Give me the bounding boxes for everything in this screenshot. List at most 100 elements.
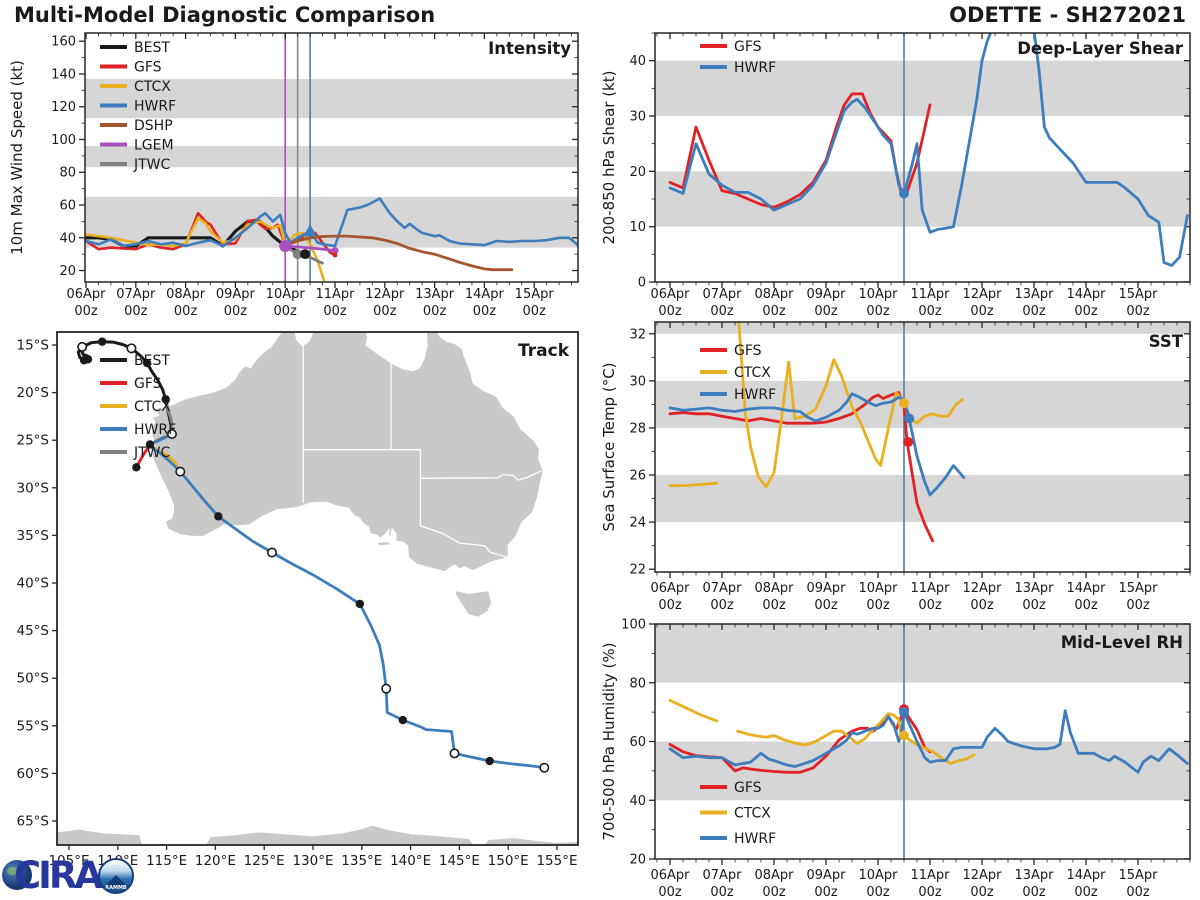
x-tick-label: 08Apr <box>166 287 206 302</box>
track-fix-open <box>449 748 460 759</box>
x-tick-label: 11Apr <box>910 868 950 883</box>
state-border <box>420 525 509 558</box>
antarctica-landmass <box>484 838 578 845</box>
x-tick-label: 08Apr <box>754 581 794 596</box>
y-tick-label: 28 <box>629 421 646 436</box>
x-tick-label: 15Apr <box>515 287 555 302</box>
track-fix-filled <box>485 756 494 766</box>
hwrf-series <box>668 709 1189 774</box>
marker-dot <box>300 249 311 260</box>
x-tick-hour-label: 00z <box>224 304 248 319</box>
y-tick-label: 20 <box>59 264 76 279</box>
lon-tick-label: 130°E <box>292 853 333 869</box>
x-tick-label: 15Apr <box>1118 581 1158 596</box>
australia-landmass <box>150 332 544 573</box>
marker-dot <box>332 252 338 258</box>
legend-label-best: BEST <box>134 40 170 56</box>
jtwc-track <box>162 396 174 436</box>
ctcx-a-series <box>668 481 719 487</box>
x-tick-hour-label: 00z <box>658 598 682 613</box>
marker-dot <box>899 188 909 199</box>
lat-tick-label: 55°S <box>17 718 50 734</box>
legend-label-dshp: DSHP <box>134 118 173 134</box>
track-fix-filled <box>214 512 223 521</box>
x-tick-hour-label: 00z <box>174 304 198 319</box>
x-tick-hour-label: 00z <box>866 598 890 613</box>
x-tick-label: 06Apr <box>650 581 690 596</box>
rammb-mountain-icon <box>103 875 129 888</box>
lat-tick-label: 15°S <box>17 338 50 354</box>
x-tick-hour-label: 00z <box>1022 885 1046 900</box>
x-tick-hour-label: 00z <box>814 304 838 319</box>
x-tick-label: 12Apr <box>962 868 1002 883</box>
x-tick-hour-label: 00z <box>710 885 734 900</box>
legend-label-lgem: LGEM <box>134 138 174 154</box>
y-tick-label: 24 <box>629 516 646 531</box>
marker-dot <box>292 249 303 260</box>
y-tick-label: 30 <box>629 374 646 389</box>
y-tick-label: 160 <box>51 35 76 50</box>
category-band <box>655 60 1190 116</box>
x-tick-label: 08Apr <box>754 868 794 883</box>
category-band <box>85 78 578 119</box>
x-tick-hour-label: 00z <box>814 885 838 900</box>
x-tick-label: 14Apr <box>1066 868 1106 883</box>
category-band <box>85 196 578 248</box>
x-tick-label: 07Apr <box>702 581 742 596</box>
x-tick-label: 10Apr <box>858 287 898 302</box>
y-tick-label: 60 <box>629 735 646 750</box>
y-tick-label: 10 <box>629 220 646 235</box>
legend-label-ctcx: CTCX <box>134 79 171 95</box>
panel-title: Deep-Layer Shear <box>1017 39 1184 58</box>
lon-tick-label: 135°E <box>341 853 382 869</box>
track-fix-filled <box>132 463 141 472</box>
lat-tick-label: 40°S <box>17 576 50 592</box>
x-tick-hour-label: 00z <box>373 304 397 319</box>
x-tick-hour-label: 00z <box>274 304 298 319</box>
dshp-series <box>283 234 514 272</box>
y-tick-label: 0 <box>638 276 646 291</box>
lat-tick-label: 45°S <box>17 623 50 639</box>
y-tick-label: 22 <box>629 563 646 578</box>
tasmania-landmass <box>455 589 493 618</box>
x-tick-label: 13Apr <box>1014 287 1054 302</box>
x-tick-label: 09Apr <box>806 581 846 596</box>
plot-frame <box>84 32 579 283</box>
legend-label-gfs: GFS <box>734 39 762 55</box>
x-tick-label: 15Apr <box>1118 868 1158 883</box>
panel-title: Track <box>518 341 570 361</box>
y-axis-label: 700-500 hPa Humidity (%) <box>600 642 618 840</box>
track-fix-open <box>381 683 392 694</box>
y-axis-label: Sea Surface Temp (°C) <box>600 362 618 531</box>
y-tick-label: 40 <box>629 794 646 809</box>
intensity-chart: 06Apr 00z 07Apr 00z 08Apr 00z 09Apr 00z 10Apr 00z… <box>8 32 579 319</box>
sst-chart: 06Apr 00z 07Apr 00z 08Apr 00z 09Apr 00z 10Apr 00z… <box>600 321 1191 613</box>
x-tick-hour-label: 00z <box>710 598 734 613</box>
x-tick-hour-label: 00z <box>866 885 890 900</box>
panel-title: Mid-Level RH <box>1061 633 1183 652</box>
legend-label-hwrf: HWRF <box>734 831 776 847</box>
panel-title: SST <box>1149 332 1184 351</box>
map-frame <box>56 331 579 846</box>
x-tick-label: 07Apr <box>116 287 156 302</box>
x-tick-label: 06Apr <box>650 287 690 302</box>
legend-label-gfs: GFS <box>134 376 162 392</box>
lat-tick-label: 50°S <box>17 671 50 687</box>
cira-globe-icon <box>2 860 32 890</box>
y-tick-label: 32 <box>629 327 646 342</box>
kangaroo-island <box>377 542 392 546</box>
x-tick-hour-label: 00z <box>323 304 347 319</box>
lat-tick-label: 25°S <box>17 433 50 449</box>
lat-tick-label: 30°S <box>17 480 50 496</box>
hwrf-series <box>668 392 966 497</box>
track-fix-open <box>77 341 88 352</box>
lat-tick-label: 20°S <box>17 385 50 401</box>
legend-label-best: BEST <box>134 353 170 369</box>
lon-tick-label: 115°E <box>146 853 187 869</box>
x-tick-label: 12Apr <box>365 287 405 302</box>
marker-dot <box>899 398 909 409</box>
state-border <box>420 470 542 481</box>
x-tick-hour-label: 00z <box>762 885 786 900</box>
track-fix-open <box>166 429 177 440</box>
y-tick-label: 40 <box>629 54 646 69</box>
